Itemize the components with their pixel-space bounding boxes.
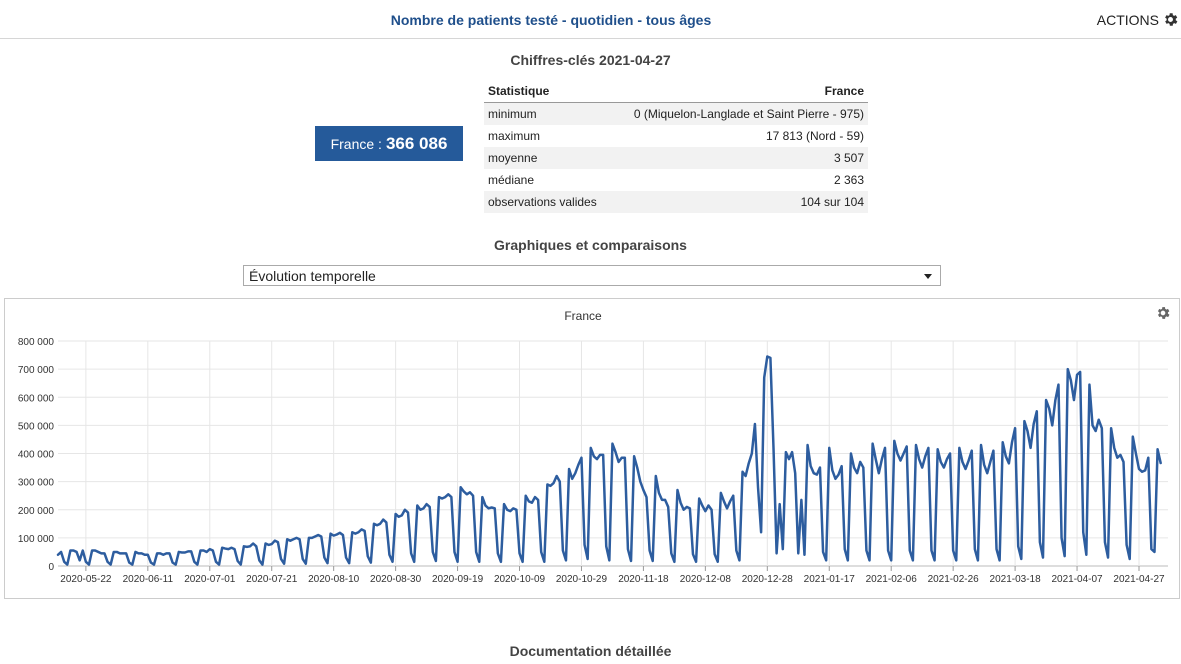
- row-value: 2 363: [833, 173, 864, 187]
- row-value: 3 507: [610, 147, 868, 169]
- x-tick-label: 2021-03-18: [990, 574, 1042, 585]
- row-value: 104 sur 104: [610, 191, 868, 213]
- y-tick-label: 200 000: [18, 506, 55, 517]
- france-badge-label: France :: [330, 135, 382, 152]
- y-tick-label: 500 000: [18, 421, 55, 432]
- key-figures-table: Statistique France minimum 0 (Miquelon-L…: [484, 80, 868, 213]
- chart-settings-gear-icon[interactable]: [1155, 305, 1171, 321]
- x-tick-label: 2020-08-30: [370, 574, 422, 585]
- x-tick-label: 2020-12-08: [680, 574, 732, 585]
- x-tick-label: 2021-04-27: [1113, 574, 1165, 585]
- graphs-section-title: Graphiques et comparaisons: [494, 237, 687, 253]
- page-title: Nombre de patients testé - quotidien - t…: [390, 12, 712, 28]
- top-bar: Nombre de patients testé - quotidien - t…: [0, 0, 1181, 39]
- y-tick-label: 100 000: [18, 534, 55, 545]
- x-tick-label: 2020-05-22: [60, 574, 112, 585]
- row-value: 17 813 (Nord - 59): [765, 129, 864, 143]
- row-label: médiane: [488, 173, 535, 187]
- chart-type-select[interactable]: Évolution temporelle: [243, 265, 941, 286]
- x-tick-label: 2020-07-21: [246, 574, 298, 585]
- x-tick-label: 2021-02-06: [866, 574, 918, 585]
- table-row: maximum 17 813 (Nord - 59): [484, 125, 868, 147]
- row-label: maximum: [488, 129, 541, 143]
- series-line: [56, 355, 1162, 566]
- line-chart: France 0 100 000 200 000 300 000 400 000 500 0…: [18, 309, 1168, 585]
- table-row: médiane 2 363: [484, 169, 868, 191]
- france-total-badge: France : 366 086: [315, 126, 463, 161]
- x-tick-label: 2020-10-09: [494, 574, 546, 585]
- table-row: observations valides 104 sur 104: [484, 191, 868, 213]
- gear-icon: [1165, 13, 1178, 26]
- france-badge-value: 366 086: [385, 133, 448, 153]
- chart-container: [4, 298, 1180, 599]
- actions-button[interactable]: ACTIONS: [1097, 11, 1179, 28]
- x-tick-label: 2020-08-10: [308, 574, 360, 585]
- y-tick-label: 300 000: [18, 478, 55, 489]
- chart-title: France: [564, 309, 602, 323]
- x-tick-label: 2020-11-18: [618, 574, 669, 585]
- x-tick-label: 2021-01-17: [804, 574, 856, 585]
- x-tick-label: 2021-04-07: [1051, 574, 1103, 585]
- x-tick-label: 2021-02-26: [928, 574, 980, 585]
- y-tick-label: 600 000: [18, 393, 55, 404]
- y-tick-label: 800 000: [18, 337, 55, 348]
- chart-type-select-value: Évolution temporelle: [249, 267, 376, 284]
- column-header-statistique: Statistique: [484, 80, 611, 103]
- y-tick-label: 700 000: [18, 365, 55, 376]
- documentation-title: Documentation détaillée: [509, 643, 672, 659]
- row-label: moyenne: [484, 147, 611, 169]
- column-header-france: France: [610, 80, 868, 103]
- x-tick-label: 2020-09-19: [432, 574, 484, 585]
- table-row: minimum 0 (Miquelon-Langlade et Saint Pi…: [484, 102, 868, 125]
- y-tick-label: 0: [48, 562, 54, 573]
- x-tick-label: 2020-10-29: [556, 574, 608, 585]
- x-tick-label: 2020-07-01: [184, 574, 236, 585]
- row-value: 0 (Miquelon-Langlade et Saint Pierre - 9…: [610, 102, 868, 125]
- x-tick-label: 2020-12-28: [742, 574, 794, 585]
- key-figures-title: Chiffres-clés 2021-04-27: [510, 52, 671, 68]
- y-tick-label: 400 000: [18, 450, 55, 461]
- table-row: moyenne 3 507: [484, 147, 868, 169]
- row-label: observations valides: [484, 191, 611, 213]
- x-tick-label: 2020-06-11: [123, 574, 174, 585]
- caret-down-icon: [924, 274, 932, 279]
- row-label: minimum: [484, 102, 611, 125]
- actions-label: ACTIONS: [1096, 11, 1159, 28]
